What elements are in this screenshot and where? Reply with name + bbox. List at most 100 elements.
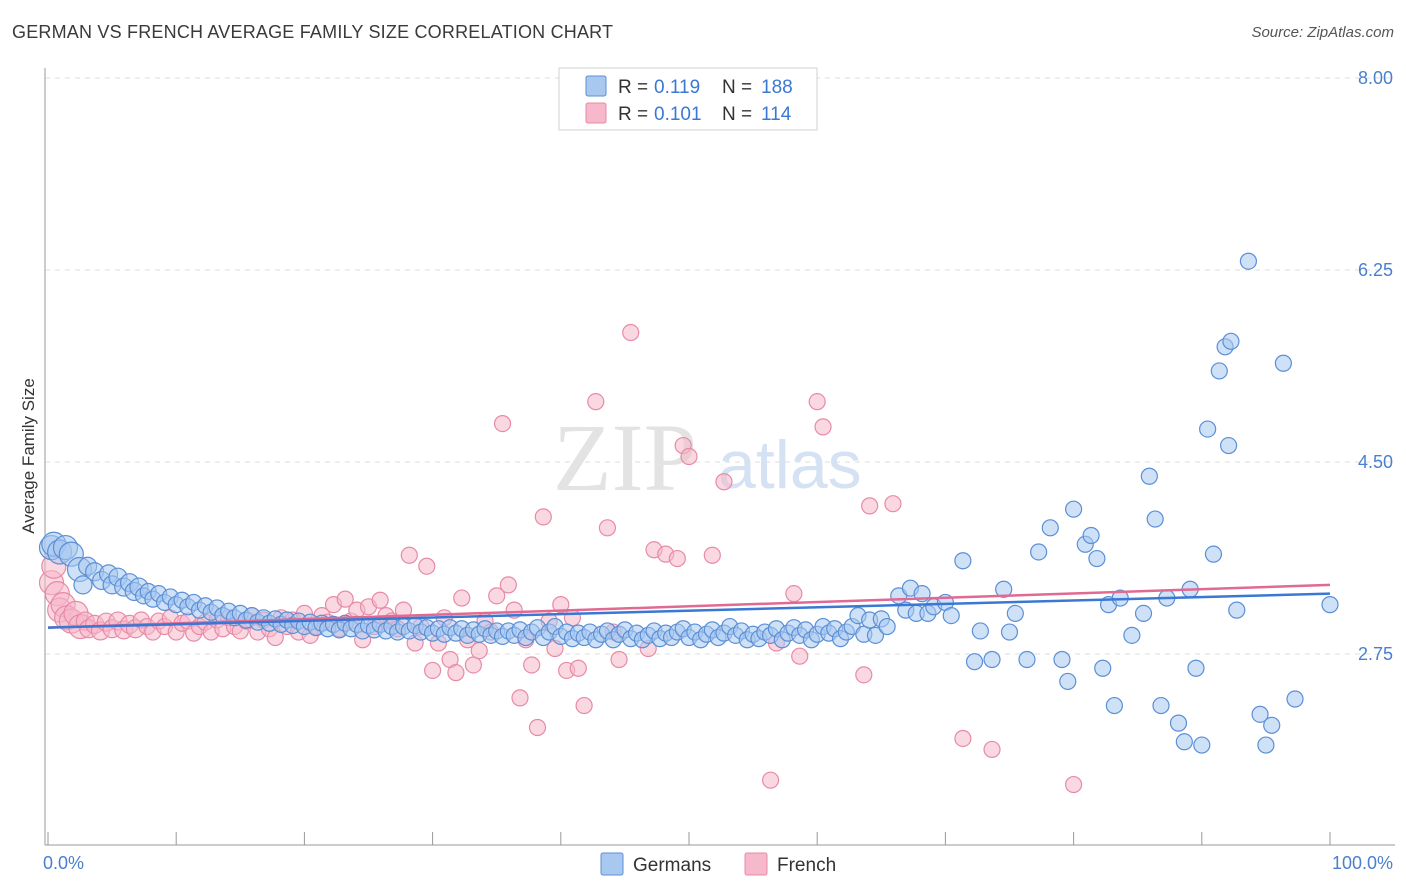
legend-top: R = 0.119 N = 188 R = 0.101 N = 114 bbox=[558, 67, 818, 131]
legend-n-label-french: N = bbox=[722, 104, 752, 125]
french-point-99 bbox=[610, 650, 628, 669]
german-point-196 bbox=[1263, 716, 1281, 734]
french-point-84 bbox=[511, 689, 529, 707]
german-point-143 bbox=[866, 626, 885, 644]
y-tick-label-2: 6.25 bbox=[1358, 260, 1393, 280]
watermark-zip: ZIP bbox=[553, 404, 697, 511]
german-point-145 bbox=[878, 617, 896, 636]
french-point-65 bbox=[400, 546, 418, 564]
french-point-106 bbox=[680, 447, 698, 466]
french-point-80 bbox=[488, 587, 506, 605]
french-point-104 bbox=[668, 549, 686, 568]
german-point-161 bbox=[1006, 604, 1024, 623]
french-point-96 bbox=[587, 393, 605, 411]
french-point-109 bbox=[761, 771, 780, 789]
german-point-162 bbox=[1018, 650, 1036, 669]
german-point-171 bbox=[1094, 659, 1112, 677]
french-point-88 bbox=[534, 508, 552, 526]
y-tick-label-0: 2.75 bbox=[1358, 644, 1393, 664]
axes bbox=[44, 68, 1395, 846]
legend-bottom-label-french: French bbox=[777, 855, 836, 876]
german-point-188 bbox=[1210, 362, 1228, 380]
french-point-116 bbox=[861, 497, 879, 515]
watermark-atlas: atlas bbox=[718, 427, 862, 503]
french-point-87 bbox=[528, 718, 547, 737]
german-point-187 bbox=[1204, 545, 1223, 563]
legend-bottom-swatch-french bbox=[744, 852, 768, 876]
french-trend-line bbox=[47, 583, 1331, 629]
german-point-176 bbox=[1134, 604, 1153, 623]
french-point-120 bbox=[1064, 775, 1083, 794]
german-point-160 bbox=[1000, 623, 1019, 641]
german-point-165 bbox=[1053, 650, 1071, 669]
legend-n-value-germans: 188 bbox=[761, 77, 793, 98]
french-point-73 bbox=[447, 664, 465, 682]
watermark: ZIP atlas bbox=[553, 404, 862, 511]
legend-swatch-french bbox=[585, 102, 607, 124]
french-point-69 bbox=[424, 661, 442, 680]
french-point-91 bbox=[552, 596, 570, 614]
german-point-197 bbox=[1274, 354, 1292, 372]
french-point-111 bbox=[785, 585, 803, 603]
legend-r-label-germans: R = bbox=[618, 77, 648, 98]
french-point-76 bbox=[464, 656, 482, 674]
french-point-95 bbox=[575, 696, 593, 715]
german-point-184 bbox=[1187, 659, 1205, 677]
french-points bbox=[38, 323, 1083, 794]
german-trend-line bbox=[47, 592, 1331, 629]
legend-r-label-french: R = bbox=[618, 104, 648, 125]
german-point-163 bbox=[1030, 543, 1048, 561]
german-point-179 bbox=[1152, 696, 1170, 715]
german-point-194 bbox=[1251, 705, 1269, 723]
x-tick-label-max: 100.0% bbox=[1332, 853, 1393, 873]
y-tick-labels: 2.75 4.50 6.25 8.00 bbox=[1358, 68, 1393, 664]
french-point-117 bbox=[884, 495, 902, 513]
legend-bottom-swatch-germans bbox=[600, 852, 624, 876]
french-point-68 bbox=[418, 557, 436, 575]
german-point-173 bbox=[1105, 696, 1123, 715]
german-point-193 bbox=[1239, 252, 1258, 270]
german-point-192 bbox=[1228, 601, 1246, 619]
french-point-93 bbox=[563, 609, 582, 627]
french-point-115 bbox=[855, 666, 873, 684]
german-point-195 bbox=[1257, 736, 1275, 754]
legend-r-value-germans: 0.119 bbox=[654, 77, 700, 98]
german-point-157 bbox=[971, 622, 989, 640]
german-point-191 bbox=[1222, 332, 1240, 350]
french-point-77 bbox=[470, 642, 488, 660]
french-point-86 bbox=[523, 656, 541, 674]
german-point-164 bbox=[1041, 519, 1059, 537]
german-point-177 bbox=[1140, 467, 1158, 485]
german-point-169 bbox=[1082, 526, 1100, 545]
french-point-108 bbox=[715, 473, 733, 491]
french-point-81 bbox=[493, 415, 512, 433]
german-point-170 bbox=[1088, 549, 1106, 568]
french-point-112 bbox=[791, 647, 809, 665]
legend-r-value-french: 0.101 bbox=[654, 104, 702, 125]
gridlines bbox=[45, 77, 1395, 655]
german-point-175 bbox=[1123, 626, 1141, 644]
german-point-167 bbox=[1064, 500, 1083, 518]
french-point-114 bbox=[814, 418, 832, 436]
french-point-54 bbox=[336, 590, 354, 608]
french-point-100 bbox=[622, 323, 640, 342]
french-point-97 bbox=[598, 519, 617, 537]
german-point-154 bbox=[942, 606, 960, 625]
x-ticks bbox=[47, 832, 1331, 845]
german-point-166 bbox=[1059, 672, 1077, 691]
german-point-182 bbox=[1175, 733, 1193, 751]
legend-swatch-germans bbox=[585, 75, 607, 97]
french-point-118 bbox=[954, 729, 972, 748]
y-tick-label-3: 8.00 bbox=[1358, 68, 1393, 88]
french-point-60 bbox=[371, 591, 389, 609]
german-point-159 bbox=[995, 580, 1013, 598]
french-point-82 bbox=[499, 576, 517, 594]
french-point-119 bbox=[983, 740, 1001, 759]
german-point-178 bbox=[1146, 510, 1164, 528]
french-point-113 bbox=[808, 393, 826, 411]
german-point-199 bbox=[1321, 596, 1339, 614]
german-point-156 bbox=[965, 653, 984, 671]
chart-title: GERMAN VS FRENCH AVERAGE FAMILY SIZE COR… bbox=[12, 22, 614, 42]
french-point-94 bbox=[569, 659, 587, 677]
